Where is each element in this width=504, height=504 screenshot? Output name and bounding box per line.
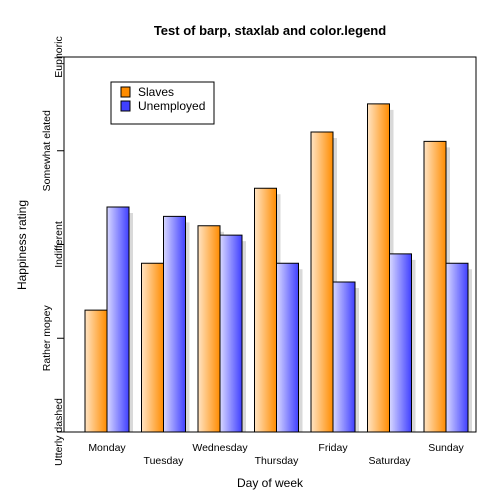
y-axis-label: Happiness rating [15, 200, 29, 290]
bar-unemployed-saturday [389, 253, 412, 433]
y-tick-label: Indifferent [53, 221, 65, 268]
chart-title: Test of barp, staxlab and color.legend [154, 23, 386, 38]
y-tick-label: Euphoric [53, 36, 65, 77]
x-tick-label: Sunday [428, 442, 464, 454]
legend-label-unemployed: Unemployed [138, 99, 205, 113]
x-tick-label: Friday [318, 442, 348, 454]
legend-swatch-unemployed [120, 100, 131, 112]
bar-slaves-thursday [254, 187, 277, 433]
y-tick-label: Somewhat elated [41, 110, 53, 191]
y-tick-label: Utterly dashed [53, 398, 65, 466]
x-axis-label: Day of week [237, 476, 304, 490]
x-tick-label: Monday [88, 442, 126, 454]
bars-group [84, 103, 472, 433]
bar-unemployed-thursday [276, 262, 299, 433]
bar-unemployed-friday [332, 281, 356, 433]
y-axis: Utterly dashed Rather mopey Indifferent Som… [41, 36, 65, 466]
bar-unemployed-monday [106, 206, 130, 433]
bar-slaves-monday [84, 309, 108, 433]
bar-unemployed-tuesday [163, 215, 186, 433]
legend-swatch-slaves [120, 86, 131, 98]
x-tick-label: Thursday [255, 455, 300, 467]
x-tick-labels: Monday Tuesday Wednesday Thursday Friday Satu… [88, 442, 464, 467]
bar-slaves-wednesday [197, 225, 221, 433]
bar-unemployed-sunday [445, 262, 469, 433]
bar-slaves-tuesday [141, 262, 164, 433]
x-tick-label: Tuesday [144, 455, 185, 467]
bar-slaves-friday [310, 131, 334, 433]
plot-frame [63, 56, 477, 433]
bar-slaves-saturday [367, 103, 390, 433]
bar-unemployed-wednesday [219, 234, 243, 433]
x-tick-label: Saturday [368, 455, 411, 467]
bar-slaves-sunday [423, 140, 447, 433]
y-tick-label: Rather mopey [41, 305, 53, 372]
legend-label-slaves: Slaves [138, 85, 174, 99]
x-tick-label: Wednesday [192, 442, 248, 454]
